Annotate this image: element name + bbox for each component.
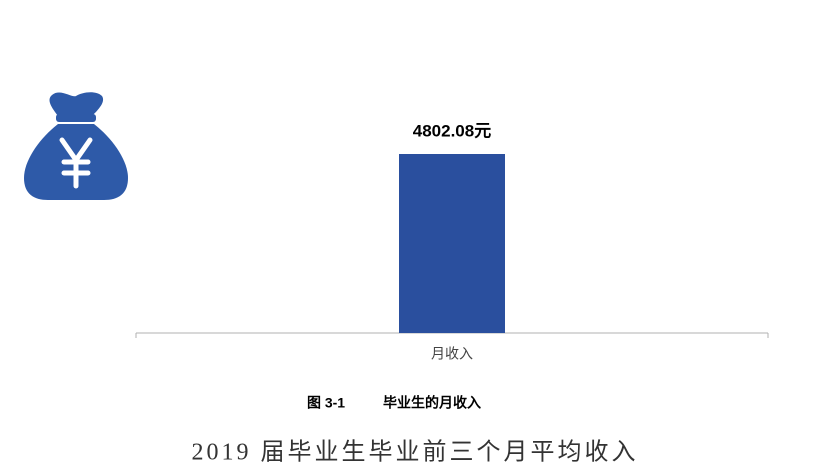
bar <box>399 154 505 333</box>
caption-number: 图 3-1 <box>307 395 345 411</box>
plot-area: 月收入 4802.08元 <box>135 121 769 362</box>
caption-text: 毕业生的月收入 <box>383 395 481 411</box>
footer-title: 2019 届毕业生毕业前三个月平均收入 <box>192 439 639 466</box>
x-tick-label: 月收入 <box>431 346 473 362</box>
money-bag-icon <box>24 92 128 200</box>
value-label: 4802.08元 <box>413 121 491 140</box>
